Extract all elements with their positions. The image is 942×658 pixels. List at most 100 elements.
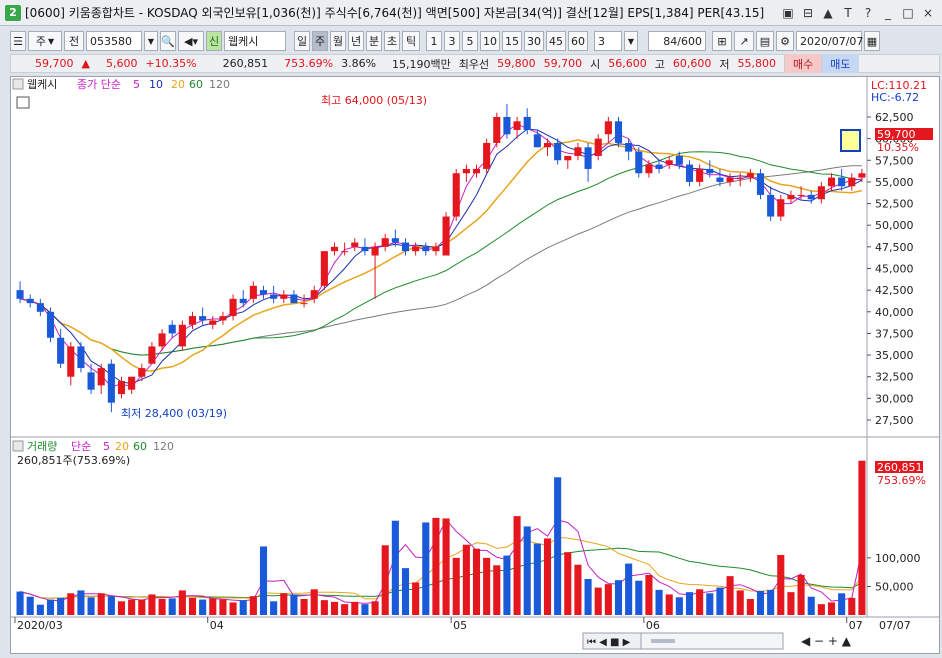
bid-price: 59,700 (543, 57, 583, 70)
gear-icon[interactable]: ⚙ (776, 31, 794, 51)
open-label: 시 (590, 57, 601, 71)
zoom-controls-icon[interactable]: ◀ − + ▲ (801, 634, 852, 648)
candle-body (67, 346, 75, 377)
volume-bar (381, 545, 389, 615)
candle-body (503, 116, 511, 135)
first-page-icon[interactable]: ⏮ ◀ ■ ▶ (587, 637, 631, 648)
volume-bar (493, 565, 501, 615)
period-month[interactable]: 월 (330, 31, 346, 51)
candle-body (391, 238, 399, 243)
price-tick-label: 52,500 (875, 198, 914, 211)
speaker-icon[interactable]: ◀▾ (178, 31, 204, 51)
minute-dropdown-icon[interactable]: ▼ (624, 31, 638, 51)
price-tick-label: 27,500 (875, 414, 914, 427)
stock-code-input[interactable]: 053580 (86, 31, 142, 51)
minute-3[interactable]: 3 (444, 31, 460, 51)
draw-tool-icon[interactable]: ↗ (734, 31, 754, 51)
maximize-icon[interactable]: □ (902, 6, 914, 20)
volume-bar (716, 587, 724, 615)
period-tick[interactable]: 틱 (402, 31, 420, 51)
legend-handle-icon[interactable] (12, 78, 24, 90)
help-icon[interactable]: ? (864, 6, 872, 20)
candle-body (26, 298, 34, 304)
candlestick-chart[interactable]: 웹케시 종가 단순 5 10 20 60 120 LC:110.21 HC:-6… (11, 77, 939, 653)
font-icon[interactable]: T (844, 6, 852, 20)
prev-button[interactable]: 전 (64, 31, 84, 51)
candle-body (472, 168, 481, 174)
period-minute[interactable]: 분 (366, 31, 382, 51)
minute-30[interactable]: 30 (524, 31, 544, 51)
sell-button[interactable]: 매도 (821, 54, 859, 73)
minute-input[interactable]: 3 (594, 31, 622, 51)
candle-body (351, 242, 359, 247)
minute-45[interactable]: 45 (546, 31, 566, 51)
volume-bar (16, 591, 24, 615)
code-dropdown-icon[interactable]: ▼ (144, 31, 158, 51)
ma120-line (19, 165, 862, 356)
scroll-controls[interactable]: ⏮ ◀ ■ ▶ ◀ − + ▲ (582, 632, 852, 650)
table-icon[interactable] (16, 96, 30, 109)
minute-10[interactable]: 10 (480, 31, 500, 51)
link-icon[interactable]: ▣ (782, 6, 794, 20)
period-day[interactable]: 일 (294, 31, 310, 51)
candle-body (199, 316, 207, 321)
volume-bar (604, 584, 612, 615)
candle-body (87, 372, 95, 390)
minute-15[interactable]: 15 (502, 31, 522, 51)
chart-area[interactable]: 웹케시 종가 단순 5 10 20 60 120 LC:110.21 HC:-6… (10, 76, 940, 654)
candle-body (513, 121, 521, 130)
volume-bar (838, 593, 846, 615)
volume-bar (320, 600, 328, 615)
candle-body (442, 216, 450, 256)
period-second[interactable]: 초 (384, 31, 400, 51)
zoom-slider[interactable] (640, 632, 784, 650)
volume-bar (564, 552, 572, 615)
calendar-icon[interactable]: ▦ (864, 31, 880, 51)
volume-bar (371, 601, 379, 615)
candle-body (726, 177, 734, 182)
volume-bar (432, 517, 440, 615)
volume-bar (158, 599, 166, 615)
candle-body (341, 251, 349, 253)
buy-button[interactable]: 매수 (784, 54, 822, 73)
save-icon[interactable]: ▤ (756, 31, 774, 51)
candle-body (665, 160, 673, 165)
period-week[interactable]: 주 (312, 31, 328, 51)
volume-bar (756, 591, 765, 615)
minute-1[interactable]: 1 (426, 31, 442, 51)
period-year[interactable]: 년 (348, 31, 364, 51)
volume-bar (858, 460, 866, 615)
volume-info: 260,851주(753.69%) (17, 454, 130, 467)
volume-bar (767, 589, 775, 615)
candle-body (320, 251, 328, 286)
legend-ma5: 5 (133, 78, 140, 91)
volume-bar (614, 580, 623, 615)
chart-type-select[interactable]: 주 ▼ (28, 31, 62, 51)
list-icon[interactable]: ☰ (10, 31, 26, 51)
volume-ma60-line (19, 547, 863, 599)
layout-icon[interactable]: ⊟ (802, 6, 814, 20)
candle-body (604, 121, 612, 135)
date-input[interactable]: 2020/07/07 (796, 31, 863, 51)
volume-bar (422, 522, 430, 615)
zoom-slider-thumb[interactable] (651, 639, 675, 643)
candle-body (523, 116, 531, 130)
close-icon[interactable]: × (922, 6, 934, 20)
current-price: 59,700 (35, 57, 74, 70)
pin-icon[interactable]: ▲ (823, 6, 833, 20)
minute-60[interactable]: 60 (568, 31, 588, 51)
data-count-input[interactable]: 84/600 (648, 31, 706, 51)
selection-marker[interactable] (840, 129, 861, 152)
volume-legend-handle-icon[interactable] (12, 440, 24, 452)
volume-bar (290, 594, 298, 615)
candle-body (543, 142, 552, 148)
add-indicator-icon[interactable]: ⊞ (712, 31, 732, 51)
minute-5[interactable]: 5 (462, 31, 478, 51)
candle-body (787, 194, 795, 200)
volume-ma20-line (19, 536, 863, 600)
volume-tick-label: 100,000 (875, 552, 921, 565)
search-icon[interactable]: 🔍 (160, 31, 176, 51)
ma60-line (19, 151, 862, 356)
minimize-icon[interactable]: _ (885, 6, 891, 20)
volume-bar (797, 575, 805, 615)
